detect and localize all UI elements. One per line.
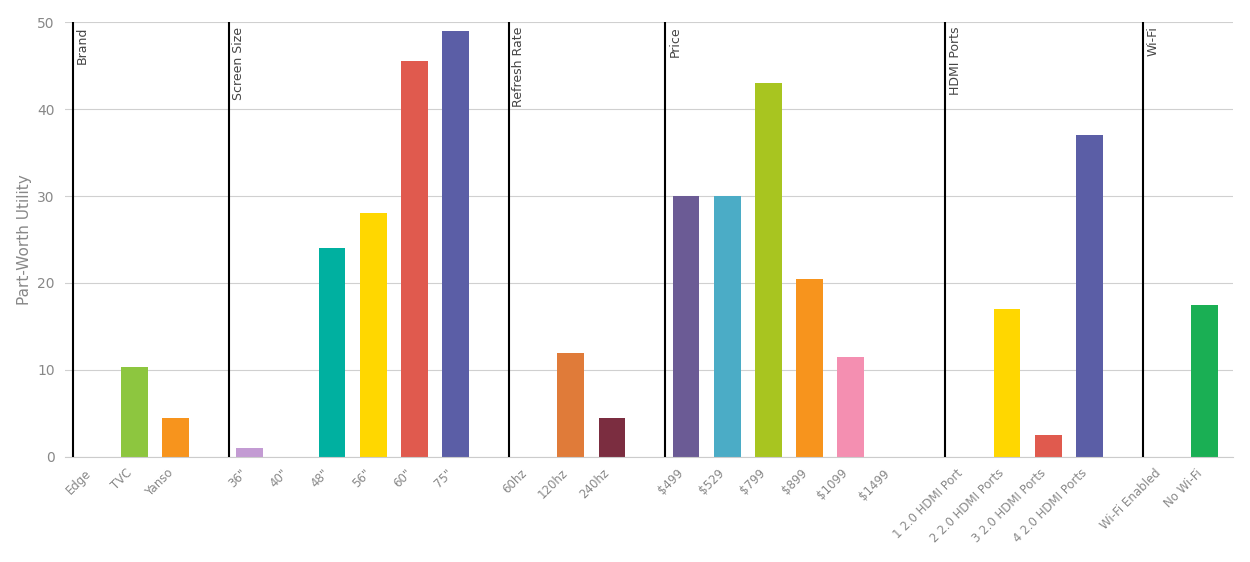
Bar <box>1191 305 1218 457</box>
Text: Refresh Rate: Refresh Rate <box>512 26 525 107</box>
Bar <box>755 83 781 457</box>
Bar <box>672 196 699 457</box>
Bar <box>558 352 584 457</box>
Bar <box>1076 135 1102 457</box>
Bar <box>599 418 625 457</box>
Bar <box>360 214 386 457</box>
Bar <box>319 248 345 457</box>
Text: Wi-Fi: Wi-Fi <box>1146 26 1159 56</box>
Bar <box>162 418 189 457</box>
Bar <box>401 61 428 457</box>
Bar <box>838 357 864 457</box>
Bar <box>994 309 1020 457</box>
Bar <box>442 31 469 457</box>
Bar <box>714 196 740 457</box>
Y-axis label: Part-Worth Utility: Part-Worth Utility <box>16 174 31 305</box>
Text: Screen Size: Screen Size <box>232 26 245 99</box>
Bar <box>1035 435 1061 457</box>
Text: Brand: Brand <box>76 26 89 64</box>
Text: HDMI Ports: HDMI Ports <box>949 26 961 95</box>
Bar <box>121 368 148 457</box>
Text: Price: Price <box>669 26 681 57</box>
Bar <box>796 279 822 457</box>
Bar <box>236 448 264 457</box>
